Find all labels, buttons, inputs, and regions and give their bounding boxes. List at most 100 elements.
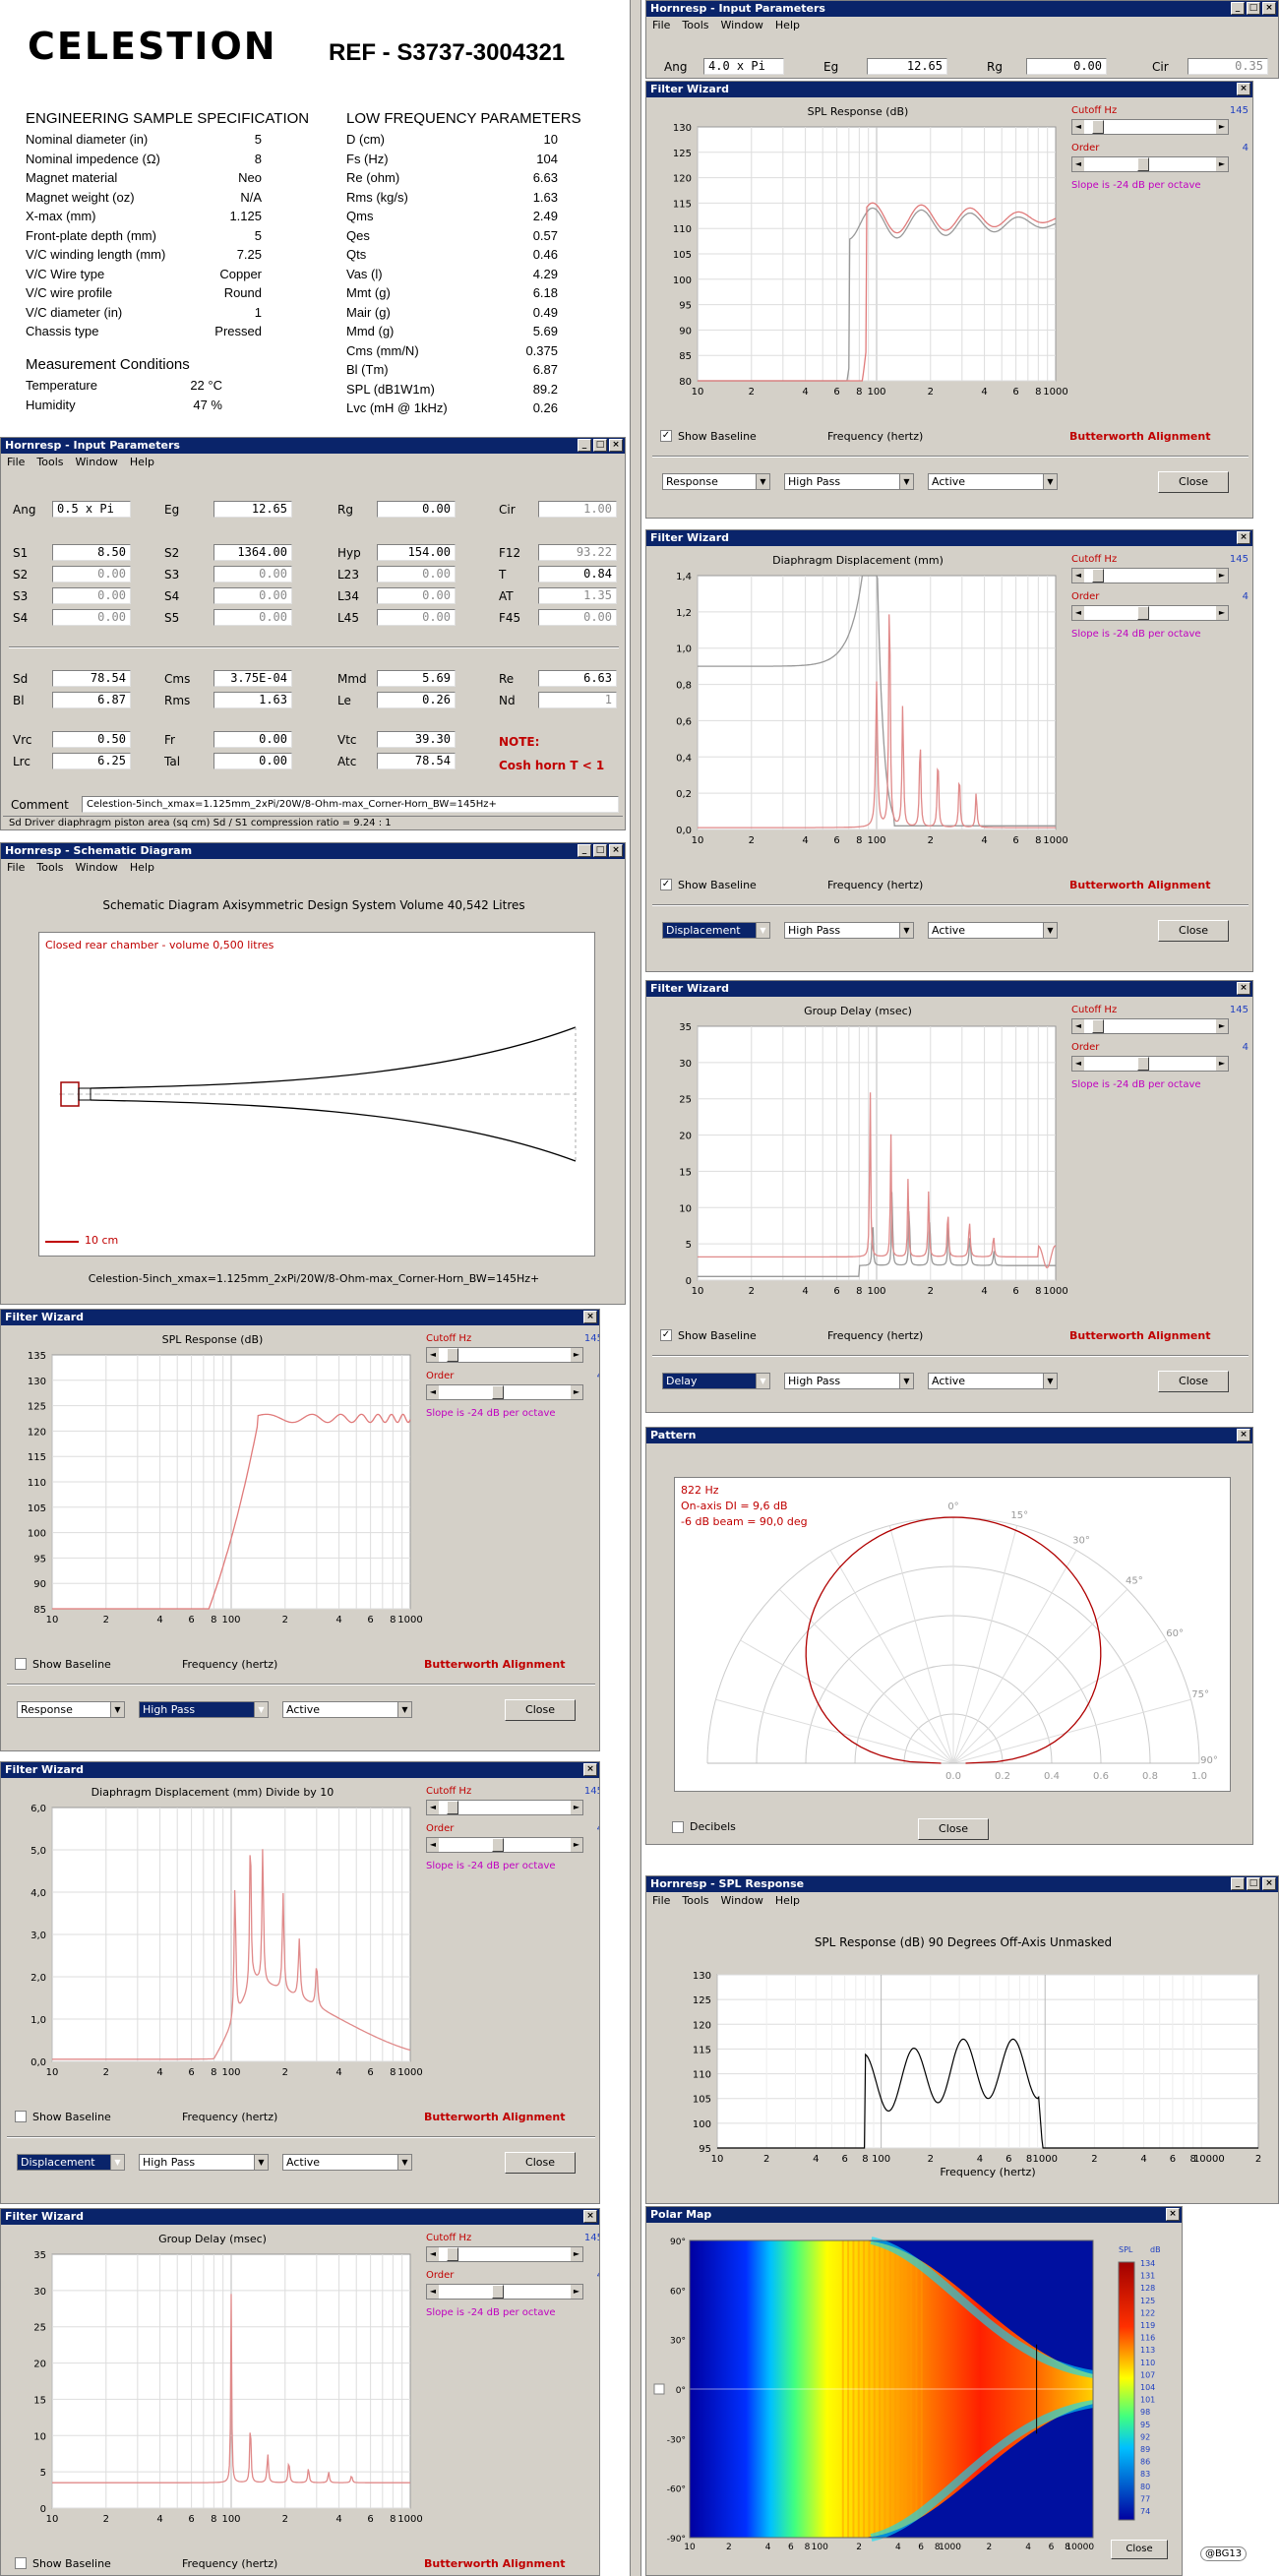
- arrow-left-icon[interactable]: ◄: [1072, 157, 1084, 171]
- slider-thumb[interactable]: [492, 1838, 504, 1852]
- param-field[interactable]: 78.54: [377, 753, 456, 769]
- param-field[interactable]: 0.00: [213, 731, 292, 748]
- menu-file[interactable]: File: [7, 456, 26, 468]
- menu-help[interactable]: Help: [774, 19, 800, 31]
- close-icon[interactable]: ×: [1262, 2, 1276, 15]
- arrow-left-icon[interactable]: ◄: [427, 1385, 439, 1399]
- close-icon[interactable]: ×: [583, 1311, 597, 1323]
- menu-file[interactable]: File: [652, 1894, 671, 1907]
- order-slider[interactable]: ◄ ►: [426, 1384, 583, 1400]
- active-select[interactable]: Active ▼: [928, 922, 1058, 939]
- slider-thumb[interactable]: [492, 2285, 504, 2299]
- order-slider[interactable]: ◄ ►: [426, 2284, 583, 2300]
- arrow-left-icon[interactable]: ◄: [427, 1838, 439, 1852]
- menu-tools[interactable]: Tools: [36, 456, 64, 468]
- param-field[interactable]: 0.00: [213, 566, 292, 583]
- baseline-checkbox[interactable]: [15, 1658, 27, 1670]
- slider-thumb[interactable]: [1092, 569, 1104, 583]
- param-field[interactable]: 154.00: [377, 544, 456, 561]
- comment-field[interactable]: Celestion-5inch_xmax=1.125mm_2xPi/20W/8-…: [82, 796, 619, 813]
- close-icon[interactable]: ×: [1237, 531, 1250, 544]
- param-field[interactable]: 12.65: [213, 501, 292, 518]
- close-icon[interactable]: ×: [609, 439, 623, 452]
- param-field[interactable]: 93.22: [538, 544, 617, 561]
- menu-window[interactable]: Window: [720, 1894, 763, 1907]
- menu-help[interactable]: Help: [129, 861, 154, 874]
- menu-help[interactable]: Help: [774, 1894, 800, 1907]
- param-field[interactable]: 0.00: [213, 609, 292, 626]
- param-field[interactable]: 0.00: [377, 566, 456, 583]
- chevron-down-icon[interactable]: ▼: [756, 474, 769, 489]
- mode-select[interactable]: Displacement ▼: [662, 922, 770, 939]
- filter-type-select[interactable]: High Pass ▼: [139, 1701, 269, 1718]
- close-icon[interactable]: ×: [1237, 982, 1250, 995]
- chevron-down-icon[interactable]: ▼: [899, 1374, 913, 1388]
- arrow-left-icon[interactable]: ◄: [427, 1801, 439, 1814]
- param-field[interactable]: 3.75E-04: [213, 670, 292, 687]
- baseline-checkbox[interactable]: [15, 2557, 27, 2569]
- param-field[interactable]: 1.00: [538, 501, 617, 518]
- arrow-left-icon[interactable]: ◄: [1072, 120, 1084, 134]
- mode-select[interactable]: Response ▼: [17, 1701, 125, 1718]
- mode-select[interactable]: Displacement ▼: [17, 2154, 125, 2171]
- param-field[interactable]: 0.00: [52, 609, 131, 626]
- param-field[interactable]: 0.00: [213, 587, 292, 604]
- maximize-icon[interactable]: □: [593, 844, 607, 857]
- arrow-left-icon[interactable]: ◄: [1072, 1057, 1084, 1071]
- close-button[interactable]: Close: [1158, 471, 1229, 493]
- arrow-left-icon[interactable]: ◄: [427, 2285, 439, 2299]
- minimize-icon[interactable]: _: [578, 439, 591, 452]
- ang-field[interactable]: 4.0 x Pi: [703, 58, 784, 75]
- filter-type-select[interactable]: High Pass ▼: [784, 1373, 914, 1389]
- menu-file[interactable]: File: [652, 19, 671, 31]
- cutoff-slider[interactable]: ◄ ►: [1071, 1018, 1229, 1034]
- chevron-down-icon[interactable]: ▼: [756, 923, 769, 938]
- maximize-icon[interactable]: □: [1247, 1877, 1260, 1890]
- arrow-right-icon[interactable]: ►: [1216, 606, 1228, 620]
- param-field[interactable]: 6.63: [538, 670, 617, 687]
- menu-tools[interactable]: Tools: [682, 1894, 709, 1907]
- decibels-checkbox[interactable]: [672, 1821, 684, 1833]
- cutoff-slider[interactable]: ◄ ►: [1071, 119, 1229, 135]
- chevron-down-icon[interactable]: ▼: [899, 474, 913, 489]
- slider-thumb[interactable]: [1137, 606, 1149, 620]
- close-icon[interactable]: ×: [1237, 1429, 1250, 1441]
- active-select[interactable]: Active ▼: [282, 2154, 412, 2171]
- menu-window[interactable]: Window: [75, 456, 118, 468]
- slider-thumb[interactable]: [1092, 1019, 1104, 1033]
- param-field[interactable]: 0.00: [213, 753, 292, 769]
- order-slider[interactable]: ◄ ►: [1071, 1056, 1229, 1072]
- close-icon[interactable]: ×: [583, 1763, 597, 1776]
- close-button[interactable]: Close: [1158, 1371, 1229, 1392]
- arrow-right-icon[interactable]: ►: [571, 2247, 582, 2261]
- param-field[interactable]: 39.30: [377, 731, 456, 748]
- param-field[interactable]: 1364.00: [213, 544, 292, 561]
- order-slider[interactable]: ◄ ►: [1071, 156, 1229, 172]
- mode-select[interactable]: Response ▼: [662, 473, 770, 490]
- arrow-left-icon[interactable]: ◄: [427, 2247, 439, 2261]
- arrow-left-icon[interactable]: ◄: [1072, 606, 1084, 620]
- menu-help[interactable]: Help: [129, 456, 154, 468]
- slider-thumb[interactable]: [1092, 120, 1104, 134]
- arrow-left-icon[interactable]: ◄: [1072, 569, 1084, 583]
- param-field[interactable]: 1: [538, 692, 617, 708]
- arrow-right-icon[interactable]: ►: [571, 1385, 582, 1399]
- filter-type-select[interactable]: High Pass ▼: [784, 922, 914, 939]
- arrow-right-icon[interactable]: ►: [571, 1348, 582, 1362]
- close-icon[interactable]: ×: [609, 844, 623, 857]
- param-field[interactable]: 0.84: [538, 566, 617, 583]
- chevron-down-icon[interactable]: ▼: [1043, 1374, 1057, 1388]
- param-field[interactable]: 0.00: [377, 609, 456, 626]
- arrow-right-icon[interactable]: ►: [1216, 569, 1228, 583]
- cutoff-slider[interactable]: ◄ ►: [426, 1347, 583, 1363]
- baseline-checkbox[interactable]: ✓: [660, 879, 672, 890]
- menu-tools[interactable]: Tools: [36, 861, 64, 874]
- close-icon[interactable]: ×: [1262, 1877, 1276, 1890]
- polarmap-checkbox[interactable]: [653, 2383, 665, 2395]
- menu-tools[interactable]: Tools: [682, 19, 709, 31]
- param-field[interactable]: 1.63: [213, 692, 292, 708]
- chevron-down-icon[interactable]: ▼: [397, 2155, 411, 2170]
- order-slider[interactable]: ◄ ►: [426, 1837, 583, 1853]
- minimize-icon[interactable]: _: [578, 844, 591, 857]
- arrow-right-icon[interactable]: ►: [571, 1801, 582, 1814]
